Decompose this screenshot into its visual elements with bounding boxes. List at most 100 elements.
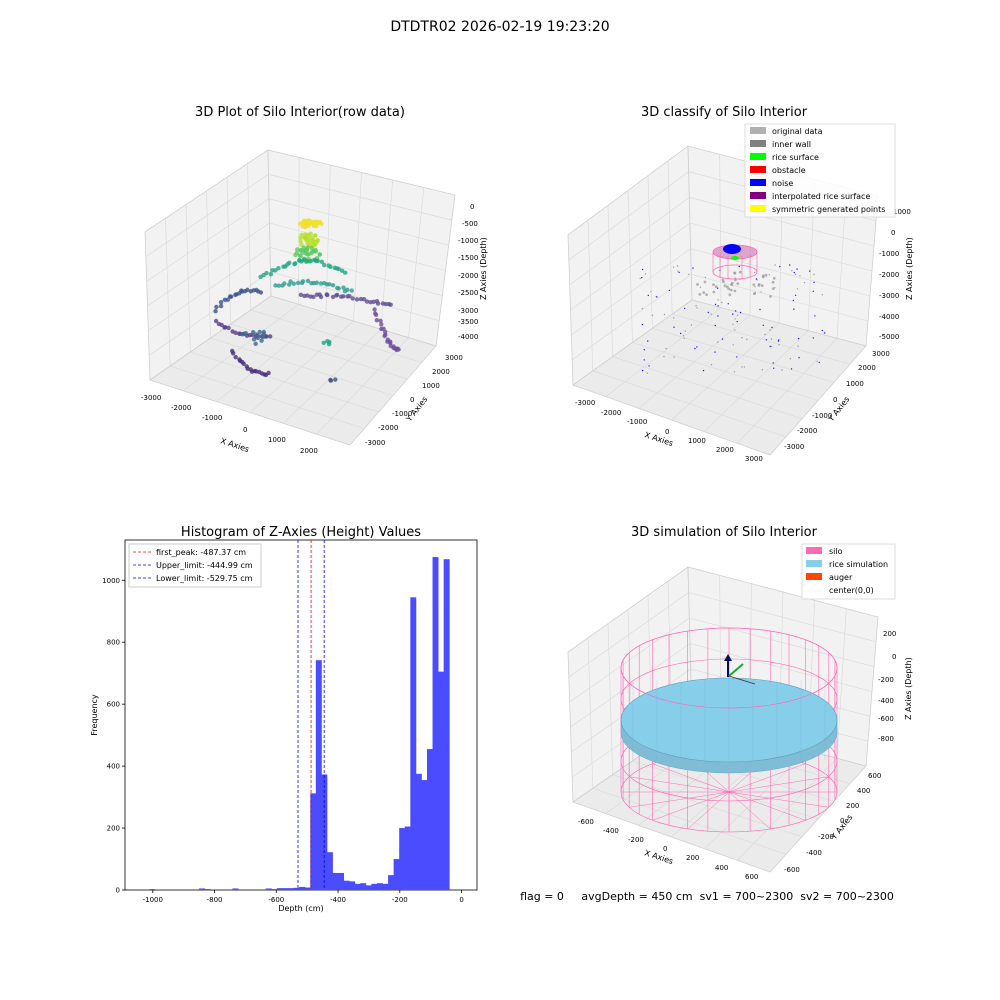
tick-label: -4000 — [458, 333, 478, 341]
scatter-point — [268, 334, 273, 339]
scatter-point — [644, 273, 647, 275]
scatter-point — [717, 315, 719, 317]
scatter-point — [373, 312, 379, 317]
scatter-point — [781, 369, 783, 371]
scatter-point — [714, 324, 716, 327]
scatter-point — [694, 347, 696, 350]
scatter-point — [716, 287, 719, 289]
scatter-point — [738, 265, 740, 268]
scatter-point — [295, 280, 301, 286]
scatter-point — [695, 305, 697, 307]
scatter-point — [336, 286, 341, 291]
panel4-y-ticks: -600 -400 -200 0 200 400 600 — [784, 772, 881, 874]
scatter-point — [396, 347, 401, 352]
histogram-bar — [365, 885, 372, 890]
tick-label: -500 — [462, 220, 478, 228]
scatter-point — [680, 332, 682, 335]
legend-swatch — [750, 205, 766, 212]
scatter-point — [733, 371, 736, 373]
scatter-point — [762, 324, 765, 326]
scatter-point — [219, 322, 224, 328]
legend-swatch — [806, 573, 822, 580]
scatter-point — [756, 279, 759, 281]
scatter-point — [347, 294, 352, 299]
scatter-point — [728, 293, 732, 297]
scatter-point — [304, 237, 309, 243]
tick-label: -3000 — [575, 399, 595, 407]
tick-label: -2000 — [601, 409, 621, 417]
tick-label: -600 — [784, 866, 800, 874]
scatter-point — [778, 344, 780, 346]
histogram-bar — [210, 889, 217, 890]
legend-label: Upper_limit: -444.99 cm — [156, 561, 253, 570]
scatter-point — [297, 221, 303, 227]
scatter-point — [673, 317, 675, 319]
scatter-point — [710, 313, 712, 315]
scatter-point — [303, 232, 308, 237]
histogram-bar — [199, 888, 206, 890]
scatter-point — [218, 300, 224, 305]
scatter-point — [641, 268, 644, 271]
panel1-x-ticks: -3000 -2000 -1000 0 1000 2000 — [141, 394, 318, 455]
scatter-point — [663, 355, 665, 358]
panel2-z-ticks: 1000 0 -1000 -2000 -3000 -4000 -5000 — [879, 208, 911, 341]
scatter-point — [722, 280, 725, 283]
panel1-zlabel: Z Axies (Depth) — [479, 237, 488, 300]
tick-label: 0 — [459, 896, 463, 904]
scatter-point — [218, 303, 224, 309]
legend-swatch — [750, 140, 766, 147]
legend-swatch — [806, 547, 822, 554]
scatter-point — [325, 339, 330, 344]
scatter-point — [327, 282, 332, 287]
histogram-bar — [254, 889, 261, 890]
histogram-bar — [171, 889, 178, 890]
tick-label: 400 — [107, 763, 120, 771]
scatter-point — [309, 245, 315, 251]
grid-line — [316, 337, 409, 435]
scatter-point — [298, 292, 304, 297]
scatter-point — [771, 326, 773, 329]
panel2-title: 3D classify of Silo Interior — [641, 105, 808, 120]
scatter-point — [300, 279, 306, 284]
panel4-xlabel: X Axies — [643, 848, 674, 866]
histogram-bar — [304, 887, 311, 890]
scatter-point — [796, 288, 799, 290]
grid-line — [270, 271, 440, 322]
legend-swatch — [750, 192, 766, 199]
histogram-bar — [360, 883, 367, 890]
tick-label: -800 — [878, 735, 894, 743]
scatter-point — [251, 337, 257, 342]
tick-label: -1000 — [143, 896, 163, 904]
grid-line — [571, 274, 692, 361]
scatter-point — [698, 293, 702, 296]
scatter-point — [714, 351, 716, 353]
tick-label: 800 — [107, 639, 120, 647]
tick-label: -1000 — [627, 418, 647, 426]
scatter-point — [318, 281, 324, 286]
scatter-point — [213, 318, 219, 324]
scatter-point — [809, 270, 811, 272]
tick-label: 3000 — [445, 354, 463, 362]
scatter-point — [688, 273, 690, 275]
scatter-point — [743, 366, 746, 368]
panel4-silo-wireframe — [620, 627, 838, 833]
scatter-point — [794, 294, 797, 296]
scatter-point — [647, 340, 649, 342]
panel4-z-ticks: 200 0 -200 -400 -600 -800 — [878, 630, 896, 743]
scatter-point — [319, 259, 324, 264]
histogram-bar — [249, 889, 256, 890]
silo-wire — [728, 791, 806, 821]
scatter-point — [797, 345, 799, 347]
scatter-point — [314, 280, 319, 285]
panel4-zlabel: Z Axies (Depth) — [904, 657, 913, 720]
grid-line — [148, 271, 271, 356]
histogram-bar — [154, 889, 161, 890]
scatter-point — [641, 369, 644, 372]
scatter-point — [717, 305, 719, 307]
histogram-bar — [315, 660, 322, 890]
legend-label: Lower_limit: -529.75 cm — [156, 574, 253, 583]
histogram-bar — [349, 881, 356, 890]
legend-label: rice simulation — [829, 560, 888, 569]
scatter-point — [273, 283, 278, 288]
scatter-point — [672, 266, 675, 268]
